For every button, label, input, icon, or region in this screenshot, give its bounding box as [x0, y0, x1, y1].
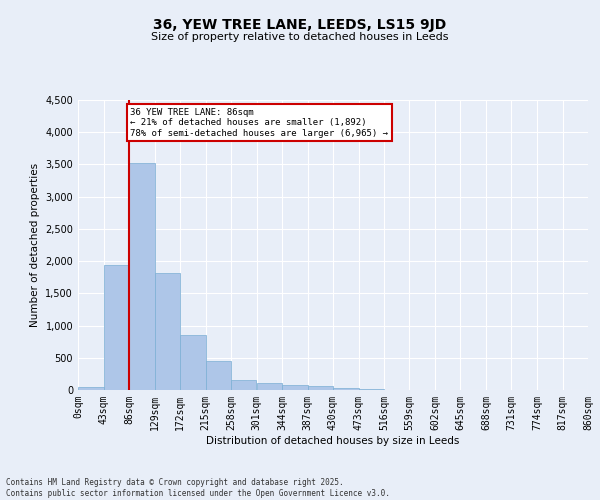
- Bar: [282, 385, 308, 390]
- Bar: [78, 388, 104, 390]
- Bar: [205, 360, 231, 390]
- Bar: [104, 265, 129, 390]
- Bar: [359, 389, 384, 390]
- Text: 36, YEW TREE LANE, LEEDS, LS15 9JD: 36, YEW TREE LANE, LEEDS, LS15 9JD: [154, 18, 446, 32]
- Bar: [333, 388, 359, 390]
- Bar: [308, 386, 333, 390]
- Y-axis label: Number of detached properties: Number of detached properties: [30, 163, 40, 327]
- Text: Size of property relative to detached houses in Leeds: Size of property relative to detached ho…: [151, 32, 449, 42]
- X-axis label: Distribution of detached houses by size in Leeds: Distribution of detached houses by size …: [206, 436, 460, 446]
- Text: Contains HM Land Registry data © Crown copyright and database right 2025.
Contai: Contains HM Land Registry data © Crown c…: [6, 478, 390, 498]
- Bar: [129, 162, 155, 390]
- Bar: [180, 335, 205, 390]
- Bar: [257, 382, 282, 390]
- Bar: [231, 380, 256, 390]
- Text: 36 YEW TREE LANE: 86sqm
← 21% of detached houses are smaller (1,892)
78% of semi: 36 YEW TREE LANE: 86sqm ← 21% of detache…: [130, 108, 388, 138]
- Bar: [155, 274, 180, 390]
